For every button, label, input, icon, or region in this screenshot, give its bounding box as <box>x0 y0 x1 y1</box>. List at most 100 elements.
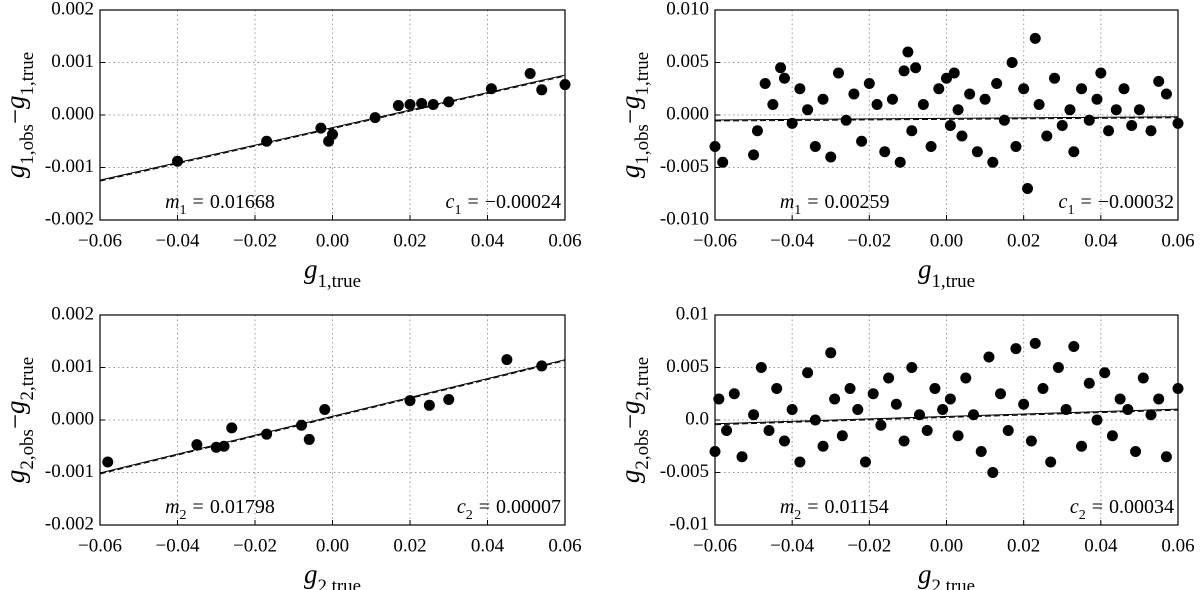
point <box>913 409 925 421</box>
relation: = <box>467 191 478 213</box>
point <box>848 88 860 100</box>
subscript: 2,true <box>317 576 361 590</box>
symbol: − <box>615 414 645 429</box>
subscript: 2 <box>1079 508 1086 523</box>
fit-annotation: c2 = 0.00034 <box>1070 496 1174 523</box>
symbol: − <box>0 414 30 429</box>
symbol: m <box>780 191 794 213</box>
relation: = <box>193 191 204 213</box>
x-tick-label: −0.02 <box>847 230 891 251</box>
value: 0.00007 <box>496 496 561 518</box>
subscript: 1,true <box>632 52 653 96</box>
point <box>933 83 945 95</box>
point <box>1018 83 1030 95</box>
x-tick-label: −0.04 <box>770 535 814 556</box>
point <box>875 419 887 431</box>
subscript: 1 <box>1067 203 1074 218</box>
point <box>427 99 439 110</box>
value: −0.00024 <box>485 191 561 213</box>
symbol: c <box>1059 191 1068 213</box>
y-tick-label: -0.001 <box>45 156 94 177</box>
subscript: 1 <box>454 203 461 218</box>
point <box>968 409 980 421</box>
point <box>1045 456 1057 468</box>
symbol: g <box>0 470 30 484</box>
fit-annotation: c2 = 0.00007 <box>457 496 561 523</box>
symbol: c <box>1070 496 1079 518</box>
symbol: g <box>615 470 645 484</box>
point <box>404 99 416 110</box>
y-axis-label: g1,obs−g1,true <box>0 52 38 178</box>
point <box>1076 440 1088 452</box>
point <box>1002 425 1014 436</box>
point <box>1018 398 1030 410</box>
fit-line <box>714 408 1179 425</box>
x-tick-label: 0.00 <box>930 535 963 556</box>
x-tick-label: −0.02 <box>233 230 277 251</box>
y-tick-label: 0.010 <box>666 0 709 19</box>
y-tick-label: 0.002 <box>51 303 94 324</box>
point <box>1060 404 1072 415</box>
subscript: 2,true <box>931 576 975 590</box>
y-tick-label: 0.001 <box>51 51 94 72</box>
point <box>1126 120 1138 131</box>
point <box>960 372 972 384</box>
point <box>1025 435 1037 447</box>
symbol: g <box>0 95 30 109</box>
x-tick-label: 0.02 <box>1007 535 1040 556</box>
point <box>987 156 999 168</box>
symbol: g <box>0 400 30 414</box>
point <box>218 440 230 452</box>
y-tick-label: 0.000 <box>51 408 94 429</box>
point <box>191 439 203 451</box>
x-axis-label: g1,true <box>304 254 361 292</box>
x-tick-label: −0.06 <box>78 535 122 556</box>
point <box>1083 377 1095 389</box>
point <box>536 360 548 372</box>
subscript: 2 <box>466 508 473 523</box>
point <box>775 62 787 74</box>
y-axis-label: g2,obs−g2,true <box>0 357 38 483</box>
point <box>319 404 331 415</box>
point <box>369 112 381 124</box>
y-tick-label: -0.001 <box>45 461 94 482</box>
x-tick-label: −0.06 <box>693 535 737 556</box>
point <box>778 435 790 447</box>
x-tick-label: 0.06 <box>1161 230 1194 251</box>
point <box>964 88 976 100</box>
point <box>1133 104 1145 116</box>
symbol: g <box>304 559 318 589</box>
y-tick-label: 0.000 <box>51 103 94 124</box>
point <box>952 104 964 116</box>
x-tick-label: −0.02 <box>233 535 277 556</box>
point <box>1064 104 1076 116</box>
point <box>794 456 806 468</box>
subscript: 1,true <box>931 271 975 292</box>
y-tick-label: -0.002 <box>45 208 94 229</box>
point <box>937 404 949 415</box>
point <box>786 404 798 415</box>
point <box>1006 57 1018 68</box>
plot-frame <box>714 9 1179 221</box>
point <box>894 156 906 168</box>
symbol: − <box>615 109 645 124</box>
value: 0.01668 <box>210 191 275 213</box>
point <box>1068 146 1080 158</box>
point <box>906 362 918 373</box>
point <box>925 141 937 152</box>
point <box>1049 72 1061 84</box>
y-tick-label: 0.001 <box>51 356 94 377</box>
y-tick-label: 0.002 <box>51 0 94 19</box>
fit-line <box>714 116 1179 121</box>
point <box>890 398 902 410</box>
point <box>898 65 910 77</box>
point <box>883 372 895 384</box>
y-axis-label: g1,obs−g1,true <box>615 52 653 178</box>
point <box>794 83 806 95</box>
x-tick-label: 0.00 <box>930 230 963 251</box>
x-tick-label: −0.06 <box>78 230 122 251</box>
point <box>759 78 771 89</box>
